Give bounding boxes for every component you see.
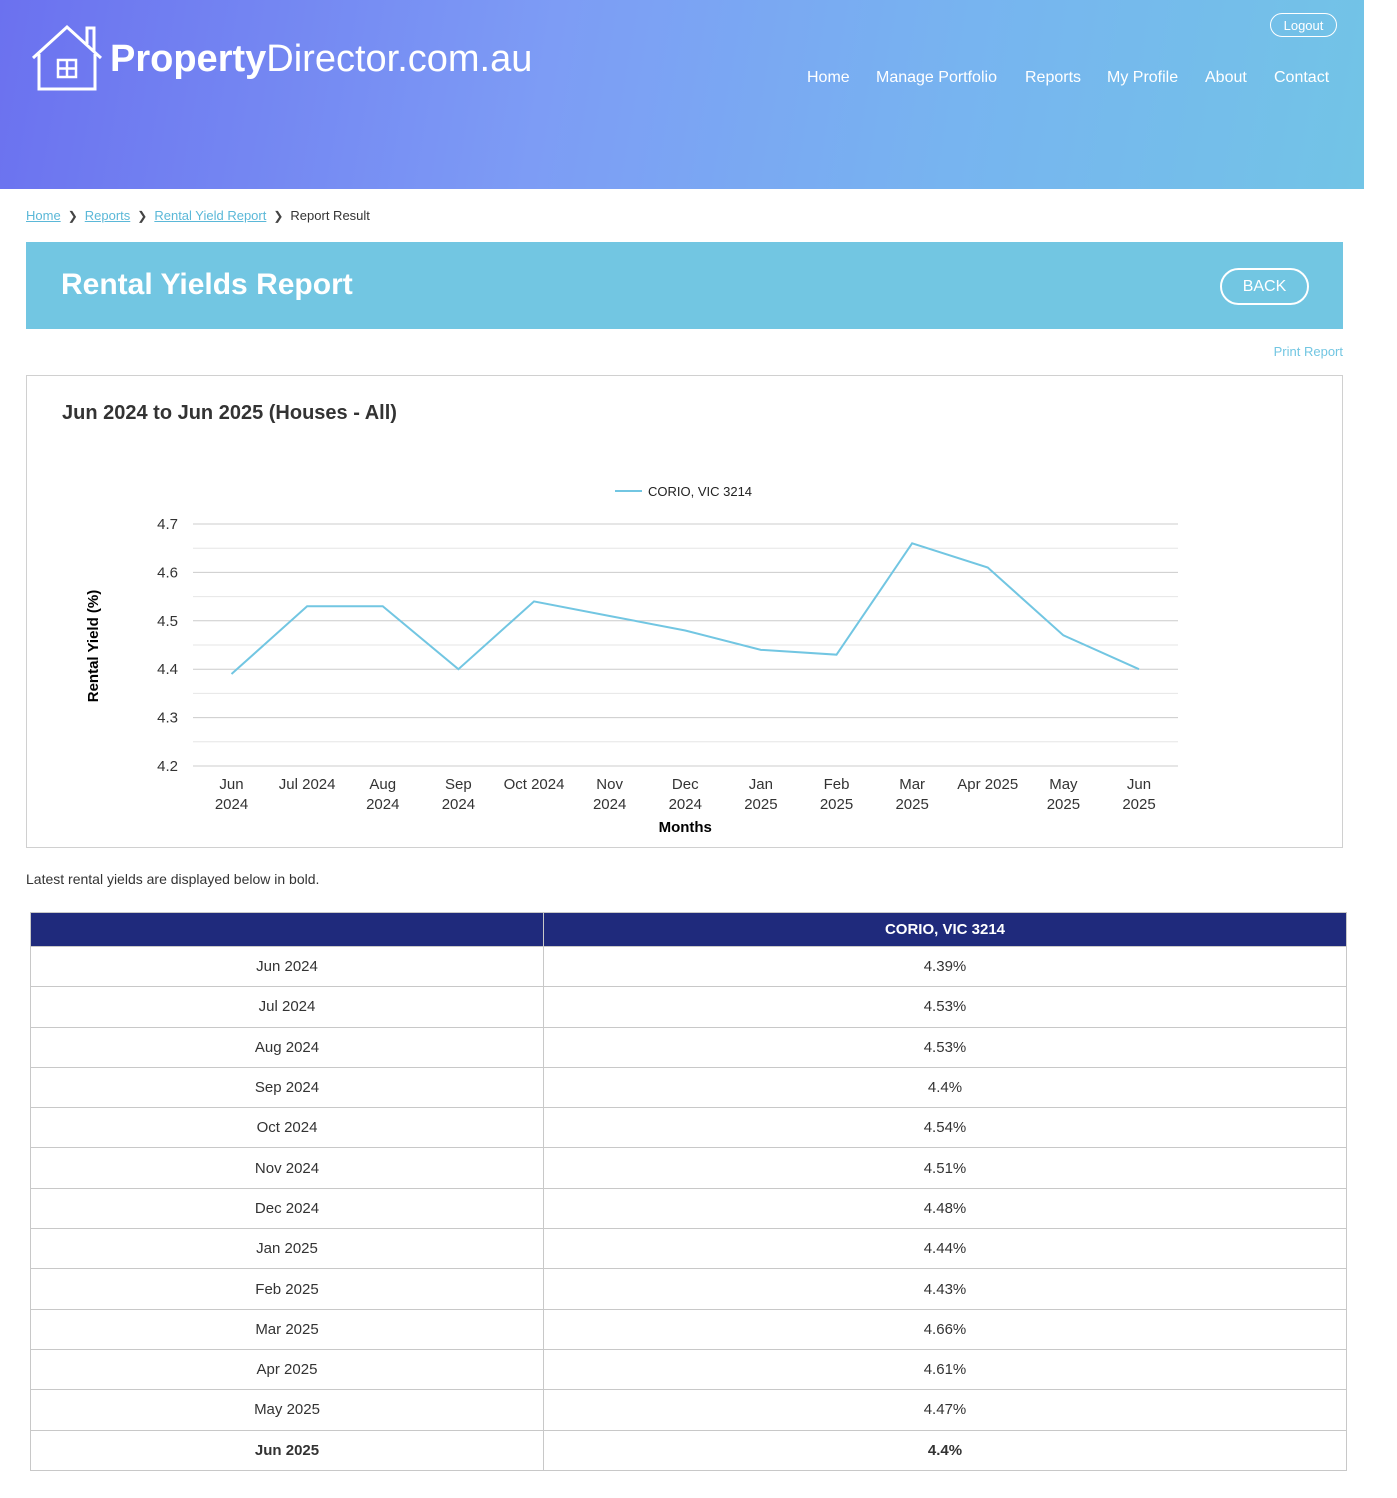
brand-name: PropertyDirector.com.au bbox=[110, 38, 532, 81]
table-cell-month: Mar 2025 bbox=[30, 1308, 544, 1350]
x-tick-label: Oct 2024 bbox=[504, 776, 565, 793]
table-header-month bbox=[30, 912, 544, 947]
table-row: Jun 2024 4.39% bbox=[30, 945, 1347, 988]
table-cell-yield: 4.53% bbox=[543, 986, 1347, 1028]
table-cell-month: Feb 2025 bbox=[30, 1268, 544, 1310]
table-cell-month: Jul 2024 bbox=[30, 986, 544, 1028]
chevron-right-icon: ❯ bbox=[67, 208, 78, 223]
table-cell-yield: 4.39% bbox=[543, 945, 1347, 988]
table-cell-month: Jun 2025 bbox=[30, 1429, 544, 1471]
x-tick-label: Jun 2025 bbox=[1122, 776, 1155, 813]
chevron-right-icon: ❯ bbox=[137, 208, 148, 223]
table-row: Jan 2025 4.44% bbox=[30, 1228, 1347, 1270]
y-tick-label: 4.2 bbox=[157, 758, 178, 775]
nav-home[interactable]: Home bbox=[807, 69, 850, 86]
chart-panel: Jun 2024 to Jun 2025 (Houses - All) 4.7 4… bbox=[26, 375, 1343, 848]
table-cell-yield: 4.44% bbox=[543, 1228, 1347, 1270]
x-tick-label: Jun 2024 bbox=[215, 776, 248, 813]
back-button[interactable]: BACK bbox=[1220, 268, 1309, 305]
breadcrumb: Home ❯ Reports ❯ Rental Yield Report ❯ R… bbox=[26, 208, 370, 223]
table-cell-month: May 2025 bbox=[30, 1389, 544, 1431]
chart-title: Jun 2024 to Jun 2025 (Houses - All) bbox=[62, 402, 397, 424]
x-tick-label: Feb 2025 bbox=[820, 776, 853, 813]
table-cell-yield: 4.66% bbox=[543, 1308, 1347, 1350]
rental-yield-chart: 4.7 4.6 4.5 4.4 4.3 4.2 Rental Yield (%) Jun 202… bbox=[85, 484, 1178, 836]
table-header-row: CORIO, VIC 3214 bbox=[30, 912, 1347, 947]
table-cell-month: Sep 2024 bbox=[30, 1066, 544, 1109]
table-cell-month: Jan 2025 bbox=[30, 1228, 544, 1270]
x-tick-label: Aug 2024 bbox=[366, 776, 399, 813]
table-cell-month: Jun 2024 bbox=[30, 945, 544, 988]
table-row: Feb 2025 4.43% bbox=[30, 1268, 1347, 1310]
y-tick-label: 4.5 bbox=[157, 613, 178, 630]
table-header-suburb: CORIO, VIC 3214 bbox=[543, 912, 1347, 947]
series-line bbox=[230, 542, 1140, 675]
y-tick-label: 4.7 bbox=[157, 516, 178, 533]
nav-my-profile[interactable]: My Profile bbox=[1107, 69, 1179, 86]
table-cell-month: Apr 2025 bbox=[30, 1348, 544, 1391]
table-row: Aug 2024 4.53% bbox=[30, 1026, 1347, 1068]
nav-reports[interactable]: Reports bbox=[1025, 69, 1082, 86]
y-axis-label: Rental Yield (%) bbox=[85, 590, 102, 703]
table-cell-month: Oct 2024 bbox=[30, 1107, 544, 1149]
x-axis-label: Months bbox=[659, 819, 712, 836]
y-tick-label: 4.3 bbox=[157, 710, 178, 727]
nav-manage-portfolio[interactable]: Manage Portfolio bbox=[876, 69, 997, 86]
x-tick-label: May 2025 bbox=[1047, 776, 1080, 813]
breadcrumb-reports[interactable]: Reports bbox=[84, 208, 131, 223]
table-row: Mar 2025 4.66% bbox=[30, 1308, 1347, 1350]
legend-label: CORIO, VIC 3214 bbox=[648, 484, 752, 499]
table-cell-yield: 4.4% bbox=[543, 1066, 1347, 1109]
page-title: Rental Yields Report bbox=[61, 268, 353, 301]
print-report-link[interactable]: Print Report bbox=[1273, 344, 1343, 359]
table-cell-yield: 4.51% bbox=[543, 1147, 1347, 1189]
y-tick-label: 4.4 bbox=[157, 661, 178, 678]
y-tick-label: 4.6 bbox=[157, 564, 178, 581]
rental-yield-table: CORIO, VIC 3214 Jun 2024 4.39% Jul 2024 4.5… bbox=[30, 912, 1347, 1471]
nav-about[interactable]: About bbox=[1205, 69, 1247, 86]
table-cell-month: Dec 2024 bbox=[30, 1187, 544, 1230]
x-tick-label: Jul 2024 bbox=[279, 776, 336, 793]
table-row: Jul 2024 4.53% bbox=[30, 986, 1347, 1028]
table-cell-yield: 4.4% bbox=[543, 1429, 1347, 1471]
brand-name-bold: Property bbox=[110, 37, 267, 80]
table-cell-yield: 4.54% bbox=[543, 1107, 1347, 1149]
table-row: Sep 2024 4.4% bbox=[30, 1066, 1347, 1109]
table-row: Dec 2024 4.48% bbox=[30, 1187, 1347, 1230]
main-nav: Home Manage Portfolio Reports My Profile… bbox=[0, 69, 1364, 91]
table-cell-yield: 4.43% bbox=[543, 1268, 1347, 1310]
site-logo[interactable]: PropertyDirector.com.au bbox=[30, 24, 532, 94]
table-row: Apr 2025 4.61% bbox=[30, 1348, 1347, 1391]
breadcrumb-home[interactable]: Home bbox=[26, 208, 61, 223]
chevron-right-icon: ❯ bbox=[273, 208, 284, 223]
table-row: May 2025 4.47% bbox=[30, 1389, 1347, 1431]
logout-button[interactable]: Logout bbox=[1270, 13, 1337, 37]
table-cell-yield: 4.53% bbox=[543, 1026, 1347, 1068]
page-title-bar: Rental Yields Report BACK bbox=[26, 242, 1343, 329]
table-row: Nov 2024 4.51% bbox=[30, 1147, 1347, 1189]
x-tick-label: Jan 2025 bbox=[744, 776, 777, 813]
table-cell-month: Aug 2024 bbox=[30, 1026, 544, 1068]
table-note: Latest rental yields are displayed below… bbox=[26, 871, 320, 887]
breadcrumb-rental-yield-report[interactable]: Rental Yield Report bbox=[154, 208, 267, 223]
table-cell-yield: 4.47% bbox=[543, 1389, 1347, 1431]
nav-contact[interactable]: Contact bbox=[1274, 69, 1330, 86]
table-cell-yield: 4.61% bbox=[543, 1348, 1347, 1391]
x-tick-label: Apr 2025 bbox=[957, 776, 1018, 793]
table-row: Oct 2024 4.54% bbox=[30, 1107, 1347, 1149]
site-header: PropertyDirector.com.au Logout Home Mana… bbox=[0, 0, 1364, 189]
house-logo-icon bbox=[31, 24, 103, 91]
x-tick-label: Sep 2024 bbox=[442, 776, 475, 813]
breadcrumb-current: Report Result bbox=[290, 208, 370, 223]
table-row: Jun 2025 4.4% bbox=[30, 1429, 1347, 1471]
x-tick-label: Mar 2025 bbox=[895, 776, 928, 813]
table-cell-month: Nov 2024 bbox=[30, 1147, 544, 1189]
table-cell-yield: 4.48% bbox=[543, 1187, 1347, 1230]
brand-name-light: Director.com.au bbox=[266, 37, 533, 80]
x-tick-label: Dec 2024 bbox=[669, 776, 702, 813]
x-tick-label: Nov 2024 bbox=[593, 776, 626, 813]
